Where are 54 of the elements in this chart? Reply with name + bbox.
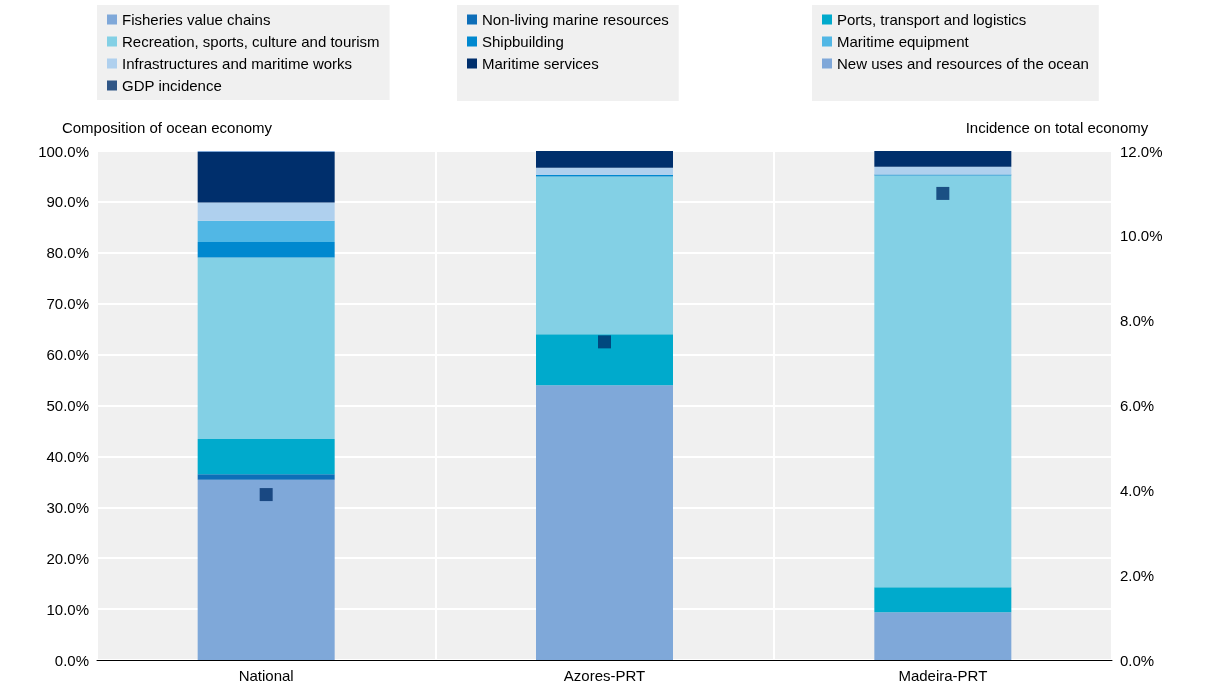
bar — [197, 257, 335, 440]
legend-label: Fisheries value chains — [122, 11, 271, 28]
bar — [536, 385, 673, 660]
bar — [197, 152, 335, 203]
x-tick-label: National — [238, 667, 294, 684]
legend-label: New uses and resources of the ocean — [837, 55, 1089, 72]
bar — [874, 166, 1012, 175]
bar — [197, 474, 335, 480]
bar — [197, 479, 335, 660]
y2-tick-label: 8.0% — [1120, 312, 1155, 330]
y2-tick-label: 0.0% — [1120, 651, 1155, 669]
bar — [536, 151, 673, 168]
point — [936, 186, 950, 200]
point — [259, 488, 273, 502]
y-tick-label: 70.0% — [46, 295, 89, 313]
legend-label: Ports, transport and logistics — [837, 11, 1027, 28]
bar — [536, 167, 673, 175]
bar — [536, 176, 673, 335]
bar — [197, 242, 335, 258]
y-tick-label: 50.0% — [46, 397, 89, 414]
y2-axis-title: Incidence on total economy — [965, 119, 1149, 136]
bar — [874, 612, 1012, 660]
legend-label: Recreation, sports, culture and tourism — [122, 33, 380, 50]
bar — [874, 175, 1012, 588]
legend-label: Non-living marine resources — [482, 11, 669, 28]
y-tick-label: 30.0% — [46, 498, 89, 516]
legend-label: Infrastructures and maritime works — [122, 55, 353, 72]
y-tick-label: 0.0% — [54, 651, 89, 669]
y-tick-label: 80.0% — [46, 244, 89, 262]
x-tick-label: Madeira-PRT — [898, 667, 988, 684]
bar — [197, 202, 335, 221]
bar — [874, 151, 1012, 167]
y-axis-title: Composition of ocean economy — [61, 119, 273, 136]
bar — [197, 439, 335, 475]
y2-tick-label: 12.0% — [1120, 142, 1163, 160]
bar — [874, 587, 1012, 613]
legend-label: Maritime equipment — [837, 33, 970, 50]
y2-tick-label: 10.0% — [1120, 227, 1163, 245]
y-tick-label: 10.0% — [46, 600, 89, 618]
y2-tick-label: 2.0% — [1120, 566, 1155, 584]
y-tick-label: 20.0% — [46, 549, 89, 567]
y-tick-label: 100.0% — [38, 142, 89, 160]
y2-tick-label: 4.0% — [1120, 481, 1155, 499]
legend-label: GDP incidence — [122, 77, 222, 94]
bar — [536, 334, 673, 386]
bar — [197, 220, 335, 243]
legend-label: Shipbuilding — [482, 33, 564, 50]
x-tick-label: Azores-PRT — [563, 667, 646, 684]
y-tick-label: 90.0% — [46, 193, 89, 211]
point — [598, 335, 611, 349]
y-tick-label: 40.0% — [46, 447, 89, 465]
legend-label: Maritime services — [482, 55, 599, 72]
y2-tick-label: 6.0% — [1120, 397, 1155, 414]
y-tick-label: 60.0% — [46, 346, 89, 364]
